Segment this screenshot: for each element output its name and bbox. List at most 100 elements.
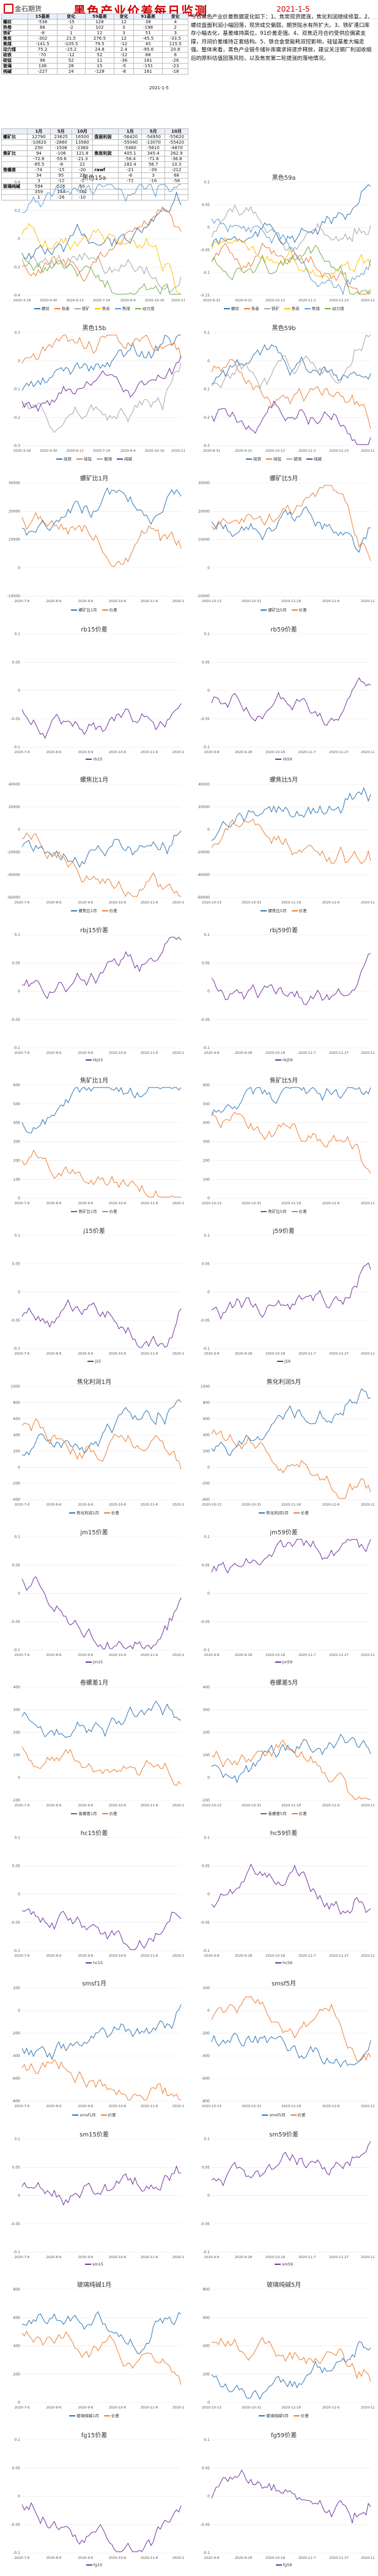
series-line — [21, 2004, 182, 2061]
x-tick-label: 2020-9-28 — [235, 2556, 253, 2560]
legend-swatch — [85, 1059, 92, 1061]
legend-label: 价差 — [297, 2112, 306, 2118]
table-header-cell: 59基差 — [84, 13, 115, 20]
chart-legend: 螺纹 热卷 铁矿 焦炭 焦煤 动力煤 — [4, 305, 185, 311]
x-tick-label: 2020-11-23 — [329, 299, 349, 303]
legend-item: 价差 — [291, 606, 307, 613]
table-cell: 23625 — [50, 134, 72, 140]
legend-swatch — [54, 308, 61, 310]
x-tick-label: 2020-10-13 — [202, 600, 221, 604]
logo-text: 金石期货 — [15, 5, 42, 13]
legend-swatch — [262, 2114, 269, 2116]
y-tick-label: -0.1 — [202, 1347, 210, 1352]
legend-item: sm59 — [275, 2262, 293, 2267]
x-tick-label: 2020-9-6 — [78, 1503, 94, 1507]
legend-swatch — [71, 1211, 78, 1213]
x-tick-label: 2020-9-8 — [204, 1051, 220, 1055]
y-tick-label: -0.1 — [13, 2551, 20, 2555]
legend-swatch — [259, 1512, 265, 1514]
x-tick-label: 2020-4-30 — [40, 449, 57, 453]
legend-label: jm15 — [92, 1659, 103, 1665]
legend-label: 动力煤 — [142, 306, 155, 312]
table-cell: 4 — [162, 19, 188, 25]
y-tick-label: 20000 — [9, 510, 20, 514]
x-tick-label: 2020-12-14 — [361, 299, 374, 303]
series-line — [21, 1700, 182, 1739]
chart-title: 螺矿比5月 — [269, 476, 298, 483]
x-tick-label: 2020-12-6 — [172, 600, 185, 604]
legend-item: rb15 — [86, 757, 103, 762]
chart-legend: 螺焦比5月 价差 — [193, 907, 374, 913]
y-tick-label: 0 — [207, 566, 210, 570]
legend-swatch — [69, 1512, 76, 1514]
chart-panel: 焦化利润1月 -400 -200 0 200 400 600 800 1000 2020-7-6 2… — [4, 1375, 185, 1523]
y-tick-label: -0.2 — [202, 416, 210, 420]
table-cell: 38 — [133, 19, 163, 25]
legend-label: 焦煤 — [311, 306, 320, 312]
table-cell: -10620 — [26, 139, 51, 145]
x-tick-label: 2020-8-6 — [46, 901, 62, 905]
x-tick-label: 2020-11-27 — [171, 299, 185, 303]
x-tick-label: 2020-11-27 — [329, 2556, 349, 2560]
table-cell: 51 — [133, 30, 163, 36]
chart-legend: fg59 — [193, 2563, 374, 2567]
table-cell — [92, 194, 119, 201]
table-cell: -23 — [162, 63, 188, 69]
series-line — [21, 2059, 182, 2101]
legend-swatch — [87, 1360, 94, 1362]
chart-title: 卷螺差5月 — [269, 1680, 298, 1687]
x-tick-label: 2020-11-7 — [298, 2256, 316, 2259]
legend-swatch — [275, 1962, 282, 1964]
table-cell — [1, 139, 28, 145]
y-tick-label: 100 — [13, 1178, 21, 1182]
table-cell: -536 — [28, 19, 57, 25]
chart-title: smsf5月 — [271, 1981, 297, 1988]
y-tick-label: 800 — [203, 1400, 210, 1405]
legend-label: 焦炭 — [102, 306, 110, 312]
y-tick-label: 0.1 — [204, 2438, 210, 2442]
legend-item: 玻璃纯碱5月 — [259, 2412, 289, 2418]
table-cell: 24 — [56, 68, 86, 75]
series-line — [211, 400, 371, 445]
table-cell: -227 — [28, 68, 57, 75]
legend-label: sm59 — [282, 2261, 293, 2267]
x-tick-label: 2020-9-4 — [120, 449, 136, 453]
y-tick-label: 0 — [18, 688, 20, 693]
legend-item: smsf5月 — [262, 2111, 286, 2118]
x-tick-label: 2020-8-6 — [46, 1051, 62, 1055]
legend-label: 价差 — [111, 1510, 119, 1515]
legend-label: 铁矿 — [271, 306, 280, 312]
series-line — [211, 1739, 371, 1800]
y-tick-label: 200 — [203, 1159, 210, 1163]
y-tick-label: -0.05 — [10, 1620, 20, 1624]
y-tick-label: -10000 — [7, 595, 20, 599]
y-tick-label: 0.1 — [14, 1535, 20, 1539]
x-tick-label: 2020-12-6 — [172, 2256, 185, 2259]
x-tick-label: 2020-10-31 — [242, 2406, 261, 2410]
y-tick-label: 0 — [207, 1465, 210, 1470]
table-row: 动力煤 75.2 -15.2 24.8 2.4 -95.6 20.8 — [1, 46, 188, 53]
table-cell: 96 — [28, 57, 57, 64]
y-tick-label: 0.1 — [204, 632, 210, 636]
series-line — [211, 677, 371, 726]
legend-label: 硅锰 — [84, 457, 92, 462]
x-tick-label: 2020-11-6 — [141, 901, 158, 905]
series-line — [21, 703, 182, 739]
table-cell: -2360 — [71, 145, 94, 151]
series-line — [21, 183, 181, 213]
legend-label: 螺矿比5月 — [268, 607, 287, 613]
y-tick-label: 0 — [207, 2401, 210, 2405]
x-tick-label: 2020-11-18 — [281, 2105, 301, 2109]
y-tick-label: 600 — [13, 1417, 21, 1421]
legend-label: 玻璃 — [104, 457, 112, 462]
y-tick-label: 0.1 — [204, 1234, 210, 1238]
x-tick-label: 2020-9-28 — [235, 1353, 253, 1356]
series-line — [211, 2141, 371, 2187]
legend-swatch — [94, 308, 101, 310]
basis-table-note: 2021-1-5 — [149, 86, 169, 90]
y-tick-label: -0.05 — [10, 1018, 20, 1022]
table-header-cell: 变化 — [114, 13, 134, 20]
legend-item: 螺纹 — [34, 305, 50, 311]
table-cell: 0 — [114, 24, 134, 31]
x-tick-label: 2020-10-18 — [265, 1954, 285, 1958]
